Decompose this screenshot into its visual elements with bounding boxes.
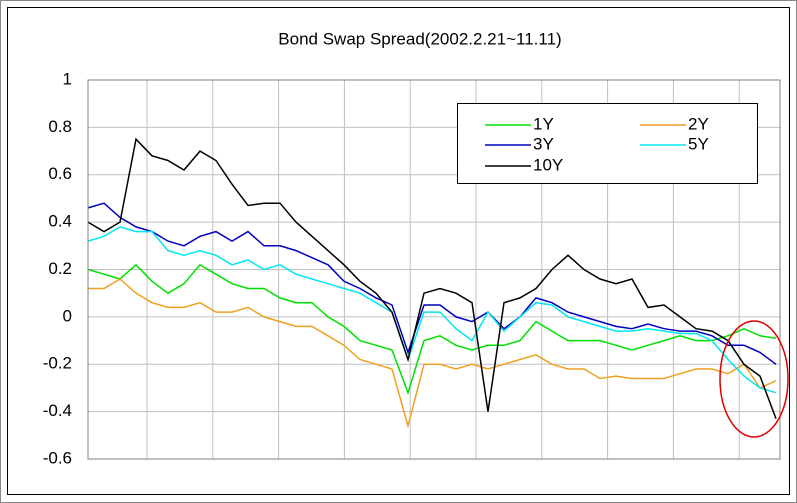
y-tick-label: -0.2 — [43, 354, 72, 373]
series-line — [87, 137, 777, 419]
lines — [87, 137, 777, 429]
y-tick-label: 0 — [63, 306, 72, 325]
y-tick-label: -0.6 — [43, 448, 72, 467]
y-tick-label: 0.8 — [48, 117, 72, 136]
legend-label: 2Y — [688, 114, 709, 133]
y-tick-label: 0.6 — [48, 164, 72, 183]
y-tick-label: 0.2 — [48, 259, 72, 278]
highlight-ellipse — [719, 320, 789, 438]
chart-title: Bond Swap Spread(2002.2.21~11.11) — [278, 29, 561, 48]
legend-entries: 1Y 2Y 3Y 5Y 10Y — [485, 114, 709, 174]
y-tick-label: -0.4 — [43, 401, 72, 420]
series-line — [87, 263, 777, 396]
series-line — [87, 226, 777, 394]
series-line — [87, 202, 777, 365]
legend-label: 1Y — [533, 114, 554, 133]
legend-label: 3Y — [533, 134, 554, 153]
y-tick-label: 0.4 — [48, 212, 72, 231]
legend — [457, 103, 758, 184]
legend-label: 5Y — [688, 134, 709, 153]
y-tick-label: 1 — [63, 69, 72, 88]
chart-border — [7, 7, 790, 495]
plot-border — [87, 79, 781, 460]
legend-label: 10Y — [533, 155, 563, 174]
series-line — [88, 278, 777, 429]
